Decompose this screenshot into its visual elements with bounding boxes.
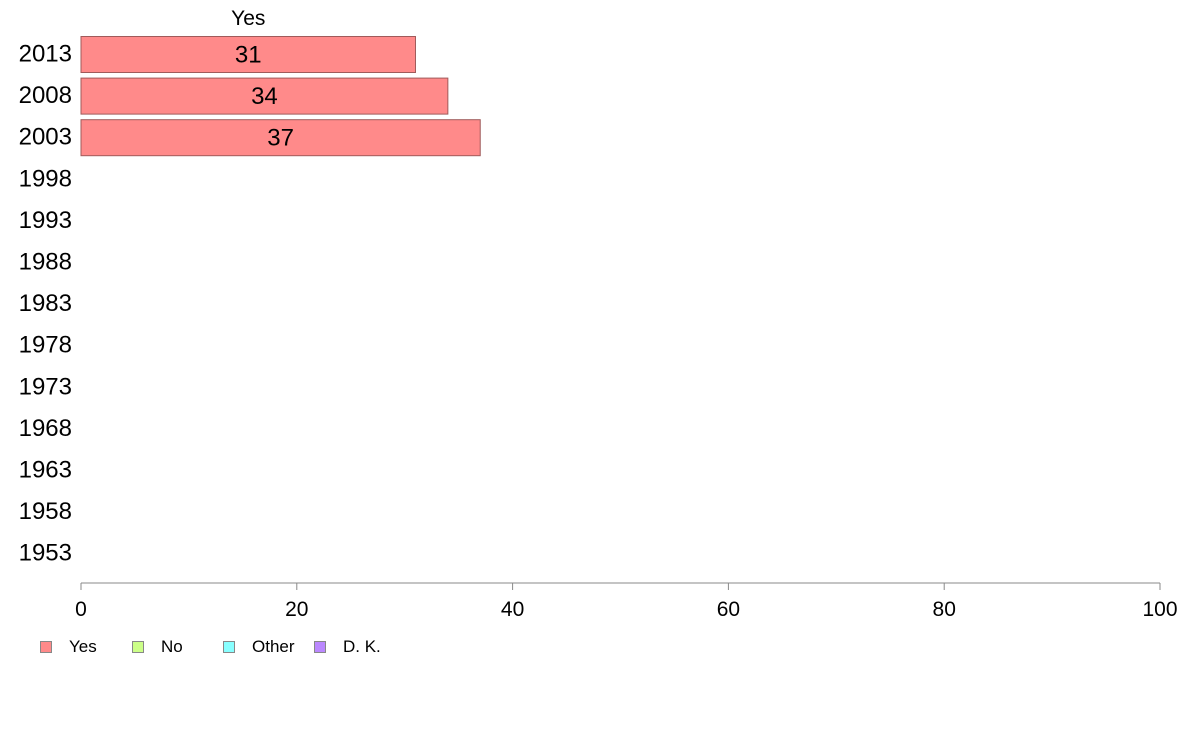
legend-item-other: Other: [223, 637, 314, 657]
bar-value-label: 37: [267, 125, 294, 152]
category-label: 2008: [19, 82, 72, 109]
bar: [80, 77, 449, 115]
category-label: 2013: [19, 41, 72, 68]
bar-value-label: 31: [235, 42, 262, 69]
legend-item-no: No: [132, 637, 223, 657]
legend-swatch-other: [223, 641, 235, 653]
legend: Yes No Other D. K.: [40, 637, 381, 657]
x-tick-label: 20: [285, 598, 308, 621]
legend-label-dk: D. K.: [343, 637, 381, 656]
bar-value-label: 34: [251, 83, 278, 110]
category-label: 1988: [19, 249, 72, 276]
x-tick-label: 60: [717, 598, 740, 621]
bar: [80, 36, 416, 73]
legend-label-other: Other: [252, 637, 295, 656]
top-series-label: Yes: [231, 7, 265, 30]
category-label: 1968: [19, 415, 72, 442]
legend-swatch-no: [132, 641, 144, 653]
legend-swatch-dk: [314, 641, 326, 653]
category-label: 1998: [19, 165, 72, 192]
legend-swatch-yes: [40, 641, 52, 653]
category-label: 1978: [19, 332, 72, 359]
x-tick-label: 40: [501, 598, 524, 621]
category-label: 1958: [19, 498, 72, 525]
category-label: 2003: [19, 124, 72, 151]
x-tick-label: 80: [933, 598, 956, 621]
legend-label-yes: Yes: [69, 637, 97, 656]
legend-label-no: No: [161, 637, 183, 656]
legend-item-dk: D. K.: [314, 637, 381, 657]
legend-item-yes: Yes: [40, 637, 132, 657]
x-tick-label: 100: [1142, 598, 1177, 621]
bar: [80, 119, 481, 157]
category-label: 1953: [19, 540, 72, 567]
category-label: 1983: [19, 290, 72, 317]
category-label: 1963: [19, 457, 72, 484]
category-label: 1993: [19, 207, 72, 234]
category-label: 1973: [19, 373, 72, 400]
x-tick-label: 0: [75, 598, 87, 621]
